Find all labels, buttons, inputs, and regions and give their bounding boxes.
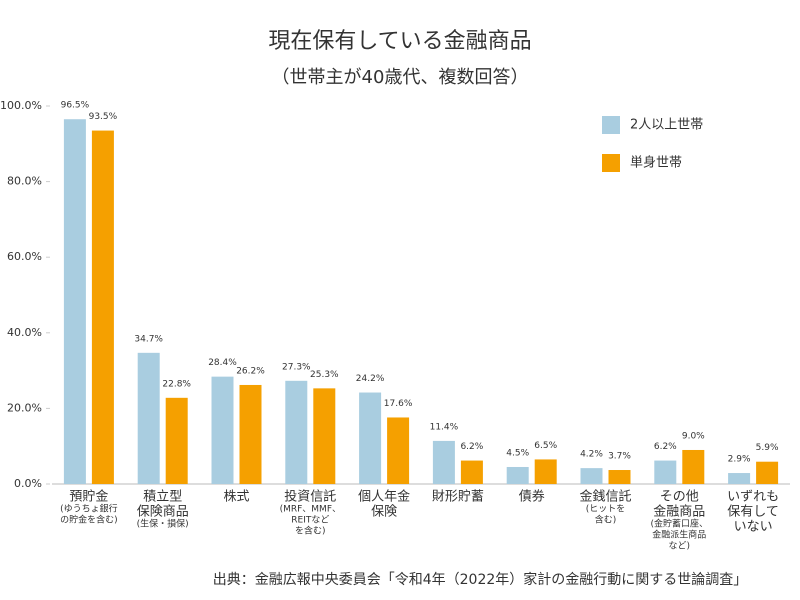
value-label: 28.4% [208,358,237,368]
bar [313,388,336,484]
value-label: 22.8% [162,379,191,389]
value-label: 93.5% [89,112,118,122]
x-tick-label: 預貯金 [69,489,108,505]
bar [756,461,779,484]
legend-label: 単身世帯 [630,155,682,171]
bar [285,380,308,484]
x-tick-label: 投資信託 [284,489,336,505]
value-label: 11.4% [430,422,459,432]
value-label: 4.5% [506,448,529,458]
bar [460,460,483,484]
value-label: 27.3% [282,362,311,372]
x-tick-note: 金融派生商品 [652,529,706,541]
bar [506,466,529,484]
value-label: 5.9% [756,443,779,453]
legend-swatch [602,116,620,134]
bar [359,392,382,484]
y-tick-label: 100.0% [0,99,42,112]
y-tick-label: 60.0% [7,250,42,263]
bar [91,130,114,484]
source-note: 出典：金融広報中央委員会「令和4年（2022年）家計の金融行動に関する世論調査」 [213,571,748,588]
x-tick-label: 金銭信託 [579,489,631,505]
x-tick-note: 含む) [595,514,617,526]
bar [387,417,410,484]
x-tick-label: 財形貯蓄 [432,490,484,505]
x-tick-label: 個人年金 [358,489,410,505]
bar [63,119,86,484]
x-tick-note: (ヒットを [586,504,626,515]
bar [137,352,160,484]
x-tick-note: (ゆうちょ銀行 [60,503,118,515]
value-label: 25.3% [310,370,339,380]
x-tick-label: 債券 [519,489,545,505]
value-label: 24.2% [356,374,385,384]
value-label: 96.5% [61,101,90,111]
x-tick-label: その他 [660,490,699,505]
bar [165,397,188,484]
value-label: 17.6% [384,399,413,409]
bar [239,384,262,484]
bar [728,473,751,484]
x-tick-label: 保険商品 [137,505,189,520]
x-tick-label: 金融商品 [653,504,705,520]
value-label: 6.2% [654,442,677,452]
x-tick-label: いない [734,520,773,535]
x-tick-label: いずれも [727,490,779,505]
bar [682,449,705,484]
x-tick-note: など) [669,541,691,552]
value-label: 6.5% [534,441,557,451]
value-label: 26.2% [236,366,265,376]
value-label: 9.0% [682,431,705,441]
chart-subtitle: （世帯主が40歳代、複数回答） [272,67,529,88]
x-tick-note: REITなど [291,515,329,526]
x-tick-note: を含む) [295,525,326,537]
y-tick-label: 0.0% [14,477,42,490]
x-tick-note: (金貯蓄口座、 [651,518,709,530]
bar [608,470,631,484]
y-tick-label: 20.0% [7,401,42,414]
bar [654,460,677,484]
x-tick-label: 株式 [223,490,249,505]
legend-label: 2人以上世帯 [630,118,703,133]
x-tick-label: 保険 [371,505,397,520]
bar [580,468,603,484]
legend-swatch [602,154,620,172]
x-tick-note: (MRF、MMF、 [280,505,341,515]
bar [534,459,557,484]
x-tick-note: の貯金を含む) [60,514,118,526]
y-tick-label: 40.0% [7,326,42,339]
value-label: 4.2% [580,450,603,460]
x-tick-note: (生保・損保) [137,518,189,530]
value-label: 3.7% [608,452,631,462]
value-label: 2.9% [728,455,751,465]
value-label: 6.2% [460,442,483,452]
bar [211,376,234,484]
value-label: 34.7% [134,334,163,344]
chart-title: 現在保有している金融商品 [268,29,531,54]
x-tick-label: 保有して [727,505,779,520]
x-tick-label: 積立型 [143,490,182,505]
y-tick-label: 80.0% [7,175,42,188]
bar [432,440,455,484]
